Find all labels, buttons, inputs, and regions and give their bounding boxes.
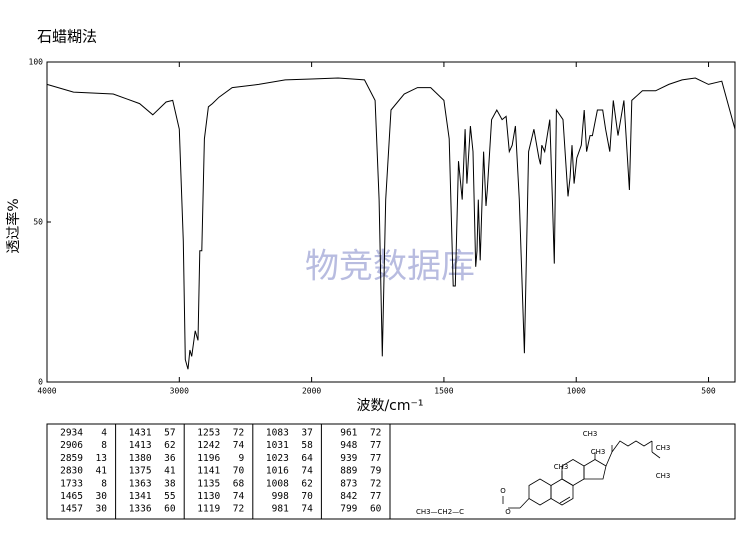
peak-intensity: 70	[301, 491, 313, 502]
peak-intensity: 60	[370, 504, 382, 515]
peak-wavenumber: 889	[340, 466, 357, 477]
peak-intensity: 13	[96, 453, 107, 464]
peak-wavenumber: 842	[340, 491, 357, 502]
peak-intensity: 9	[238, 453, 244, 464]
peak-wavenumber: 1130	[197, 491, 220, 502]
peak-wavenumber: 1119	[197, 504, 220, 515]
peak-wavenumber: 2906	[60, 440, 83, 451]
peak-wavenumber: 2859	[60, 453, 83, 464]
structure-label: CH3	[554, 463, 569, 471]
peak-intensity: 8	[101, 440, 107, 451]
peak-intensity: 77	[370, 440, 381, 451]
peak-wavenumber: 1008	[266, 478, 289, 489]
peak-wavenumber: 873	[340, 478, 357, 489]
structure-label: CH3	[591, 448, 606, 456]
peak-intensity: 72	[370, 478, 381, 489]
peak-wavenumber: 1341	[129, 491, 152, 502]
peak-wavenumber: 1363	[129, 478, 152, 489]
peak-wavenumber: 1465	[60, 491, 83, 502]
x-tick-label: 1000	[567, 387, 586, 396]
x-axis-label: 波数/cm⁻¹	[356, 398, 423, 414]
peak-intensity: 72	[233, 504, 244, 515]
peak-wavenumber: 1031	[266, 440, 289, 451]
peak-intensity: 72	[233, 428, 244, 439]
y-tick-label: 50	[33, 218, 43, 227]
peak-wavenumber: 981	[272, 504, 289, 515]
peak-intensity: 74	[233, 440, 245, 451]
peak-wavenumber: 1196	[197, 453, 220, 464]
structure-label: CH3	[583, 430, 598, 438]
peak-intensity: 58	[301, 440, 313, 451]
peak-wavenumber: 1242	[197, 440, 220, 451]
peak-intensity: 8	[101, 478, 107, 489]
peak-intensity: 30	[96, 491, 108, 502]
peak-intensity: 74	[301, 504, 313, 515]
peak-intensity: 36	[164, 453, 176, 464]
peak-intensity: 70	[233, 466, 245, 477]
chart-title: 石蜡糊法	[37, 28, 97, 46]
peak-intensity: 60	[164, 504, 176, 515]
peak-wavenumber: 1141	[197, 466, 220, 477]
peak-wavenumber: 1023	[266, 453, 289, 464]
peak-intensity: 72	[370, 428, 381, 439]
peak-intensity: 38	[164, 478, 176, 489]
peak-intensity: 41	[96, 466, 108, 477]
peak-wavenumber: 1413	[129, 440, 152, 451]
x-tick-label: 3000	[170, 387, 189, 396]
peak-intensity: 57	[164, 428, 175, 439]
y-axis-label: 透过率%	[5, 198, 22, 253]
peak-intensity: 37	[301, 428, 312, 439]
x-tick-label: 4000	[37, 387, 56, 396]
peak-wavenumber: 1016	[266, 466, 289, 477]
peak-intensity: 30	[96, 504, 108, 515]
structure-label: O	[500, 487, 506, 495]
structure-rings	[502, 440, 661, 509]
peak-intensity: 77	[370, 491, 381, 502]
x-tick-label: 500	[701, 387, 716, 396]
peak-intensity: 74	[233, 491, 245, 502]
table-frame	[46, 423, 736, 520]
peak-wavenumber: 998	[272, 491, 289, 502]
y-tick-label: 0	[38, 378, 43, 387]
structure-label: CH3	[656, 472, 671, 480]
structure-label: CH3	[656, 444, 671, 452]
peak-wavenumber: 1380	[129, 453, 152, 464]
peak-wavenumber: 799	[340, 504, 357, 515]
peak-intensity: 62	[301, 478, 312, 489]
peak-intensity: 74	[301, 466, 313, 477]
structure-label: O	[505, 508, 511, 516]
peak-intensity: 68	[233, 478, 245, 489]
structure-label: CH3—CH2—C	[416, 508, 464, 516]
peak-wavenumber: 1336	[129, 504, 152, 515]
peak-wavenumber: 1733	[60, 478, 83, 489]
peak-wavenumber: 1457	[60, 504, 83, 515]
peak-intensity: 79	[370, 466, 382, 477]
peak-wavenumber: 1431	[129, 428, 152, 439]
peak-intensity: 77	[370, 453, 381, 464]
x-tick-label: 2000	[302, 387, 321, 396]
y-tick-label: 100	[29, 58, 44, 67]
peak-intensity: 4	[101, 428, 107, 439]
peak-wavenumber: 948	[340, 440, 357, 451]
peak-wavenumber: 1375	[129, 466, 152, 477]
peak-wavenumber: 961	[340, 428, 357, 439]
peak-wavenumber: 2830	[60, 466, 83, 477]
peak-intensity: 64	[301, 453, 313, 464]
peak-wavenumber: 1253	[197, 428, 220, 439]
peak-wavenumber: 2934	[60, 428, 83, 439]
watermark: 物竞数据库	[305, 247, 475, 287]
peak-intensity: 62	[164, 440, 175, 451]
spectrum-line	[46, 77, 736, 370]
peak-wavenumber: 939	[340, 453, 357, 464]
peak-intensity: 41	[164, 466, 176, 477]
peak-intensity: 55	[164, 491, 175, 502]
peak-wavenumber: 1083	[266, 428, 289, 439]
peak-wavenumber: 1135	[197, 478, 220, 489]
x-tick-label: 1500	[434, 387, 453, 396]
